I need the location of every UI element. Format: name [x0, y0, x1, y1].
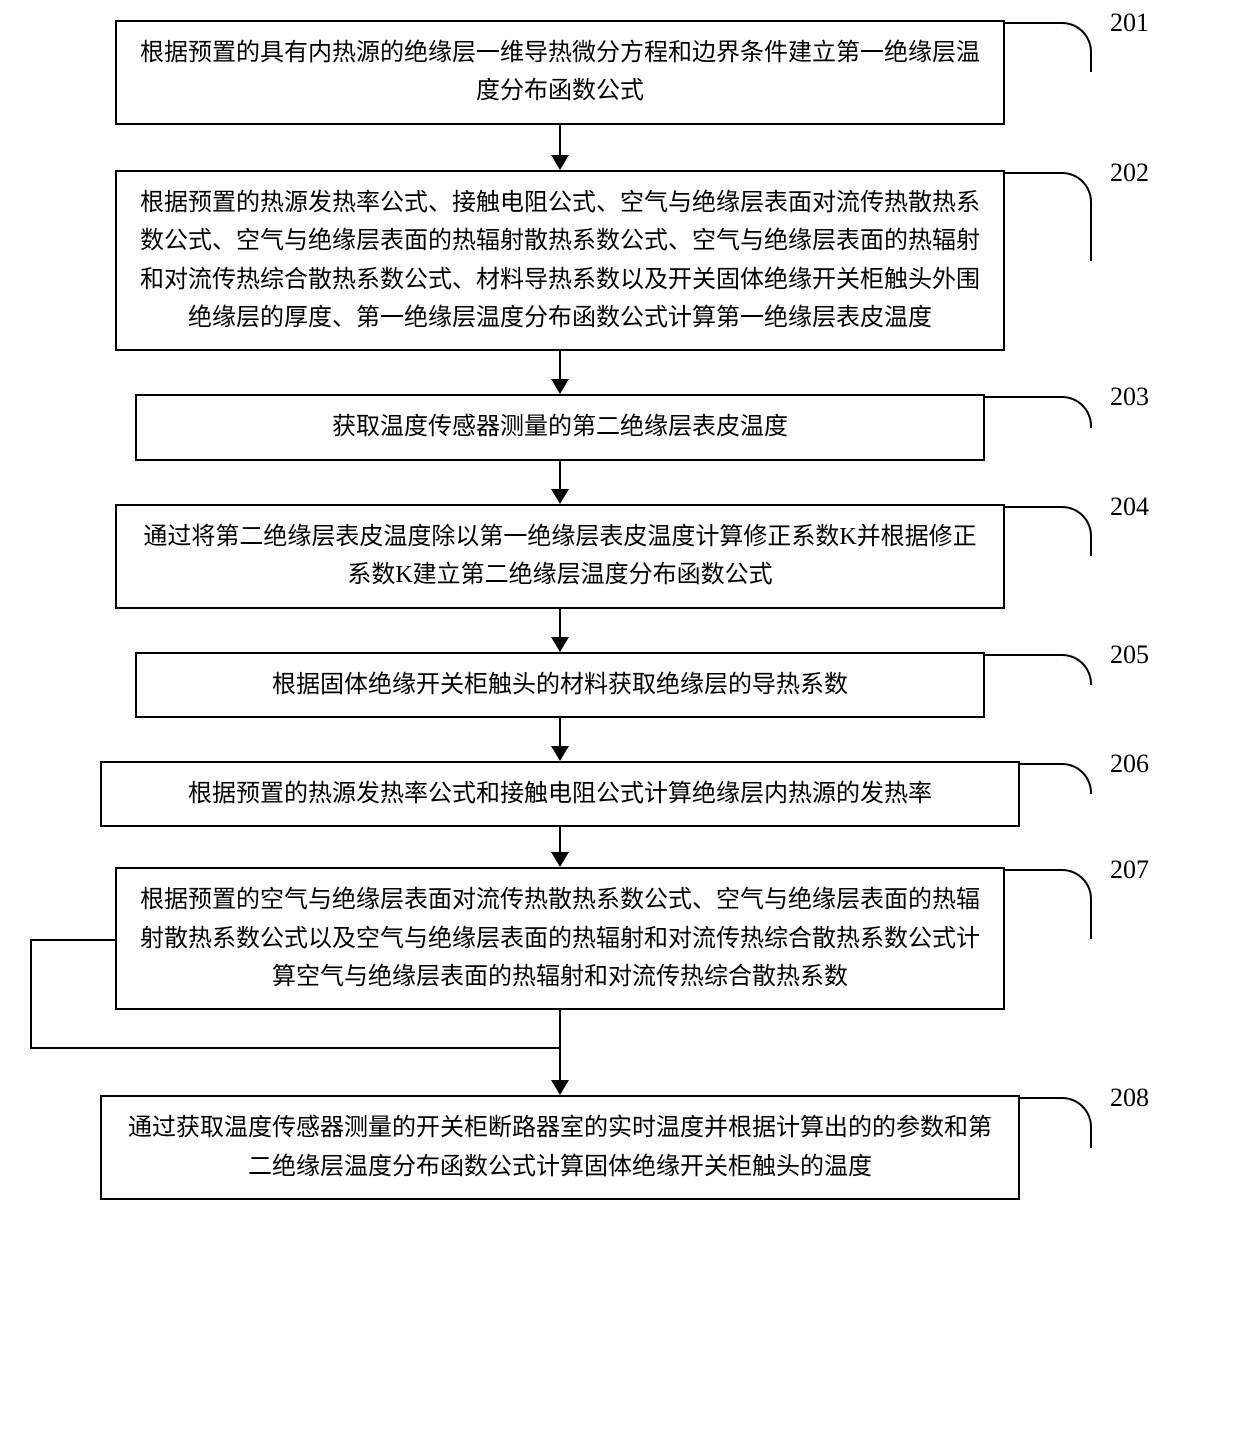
step-label-201: 201: [1110, 8, 1149, 38]
flow-node-206: 根据预置的热源发热率公式和接触电阻公式计算绝缘层内热源的发热率: [100, 761, 1020, 827]
feedback-h1: [30, 939, 115, 941]
leader-line-201: [1005, 22, 1092, 72]
flowchart: 根据预置的具有内热源的绝缘层一维导热微分方程和边界条件建立第一绝缘层温度分布函数…: [80, 20, 1040, 1200]
leader-line-204: [1005, 506, 1092, 556]
leader-line-205: [985, 654, 1092, 685]
step-label-206: 206: [1110, 749, 1149, 779]
leader-line-207: [1005, 869, 1092, 939]
arrow-after-203: [551, 461, 569, 504]
leader-line-202: [1005, 172, 1092, 261]
step-label-202: 202: [1110, 158, 1149, 188]
step-label-207: 207: [1110, 855, 1149, 885]
flow-node-203: 获取温度传感器测量的第二绝缘层表皮温度: [135, 394, 985, 460]
flow-node-208: 通过获取温度传感器测量的开关柜断路器室的实时温度并根据计算出的的参数和第二绝缘层…: [100, 1095, 1020, 1200]
step-label-203: 203: [1110, 382, 1149, 412]
feedback-v: [30, 939, 32, 1047]
step-label-205: 205: [1110, 640, 1149, 670]
feedback-h2: [30, 1047, 561, 1049]
arrow-after-204: [551, 609, 569, 652]
arrow-after-207: [551, 1010, 569, 1095]
flow-node-201: 根据预置的具有内热源的绝缘层一维导热微分方程和边界条件建立第一绝缘层温度分布函数…: [115, 20, 1005, 125]
flow-node-202: 根据预置的热源发热率公式、接触电阻公式、空气与绝缘层表面对流传热散热系数公式、空…: [115, 170, 1005, 352]
leader-line-203: [985, 396, 1092, 427]
flow-node-205: 根据固体绝缘开关柜触头的材料获取绝缘层的导热系数: [135, 652, 985, 718]
flow-node-204: 通过将第二绝缘层表皮温度除以第一绝缘层表皮温度计算修正系数K并根据修正系数K建立…: [115, 504, 1005, 609]
arrow-after-202: [551, 351, 569, 394]
arrow-after-201: [551, 125, 569, 170]
leader-line-206: [1020, 763, 1092, 794]
flow-node-207: 根据预置的空气与绝缘层表面对流传热散热系数公式、空气与绝缘层表面的热辐射散热系数…: [115, 867, 1005, 1010]
leader-line-208: [1020, 1097, 1092, 1147]
arrow-after-205: [551, 718, 569, 761]
step-label-204: 204: [1110, 492, 1149, 522]
arrow-after-206: [551, 827, 569, 867]
step-label-208: 208: [1110, 1083, 1149, 1113]
